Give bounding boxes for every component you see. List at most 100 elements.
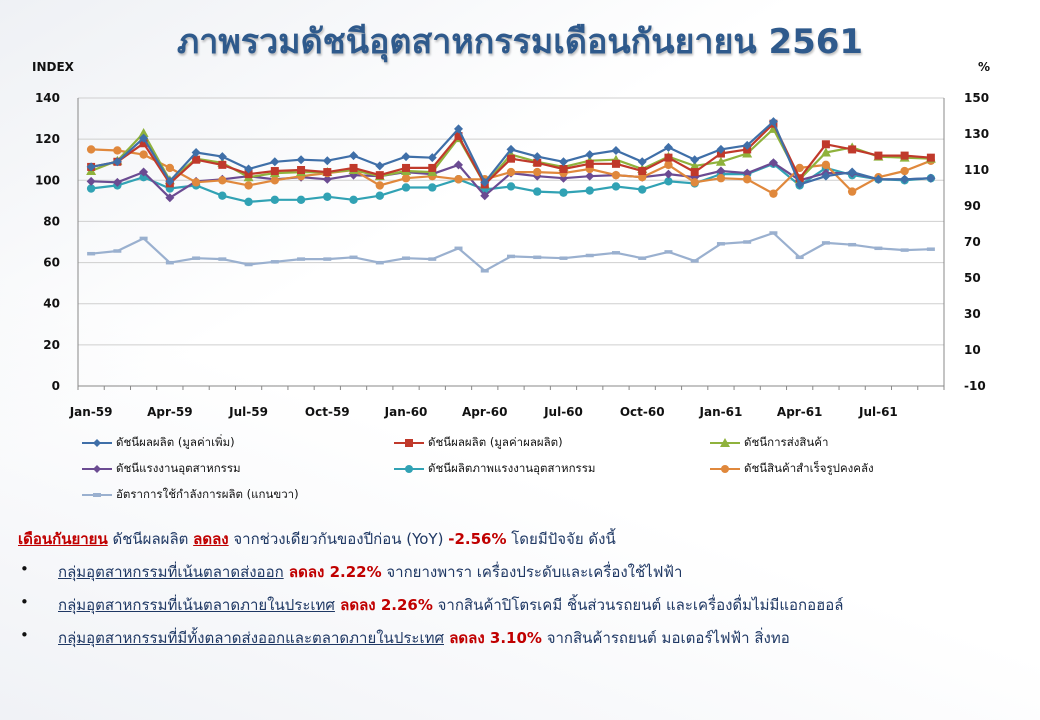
data-point-inventory_index — [742, 175, 752, 184]
x-tick-label: Jul-61 — [858, 405, 898, 419]
data-point-export_index — [138, 127, 149, 137]
data-point-mpi_production_value — [192, 155, 201, 164]
data-point-labor_index — [716, 166, 726, 176]
data-point-labor_productivity — [428, 183, 437, 192]
data-point-mpi_value_added — [900, 174, 910, 184]
data-point-inventory_index — [454, 175, 463, 184]
data-point-mpi_value_added — [690, 155, 700, 165]
data-point-labor_productivity — [585, 186, 594, 195]
data-point-mpi_value_added — [873, 174, 883, 184]
data-point-inventory_index — [664, 160, 673, 170]
data-point-export_index — [715, 156, 726, 166]
data-point-inventory_index — [506, 167, 516, 177]
data-point-export_index — [689, 160, 700, 170]
data-point-labor_index — [139, 167, 149, 177]
right-axis-tick-label: 90 — [964, 199, 981, 213]
data-point-mpi_value_added — [716, 144, 726, 154]
data-point-labor_index — [322, 174, 332, 184]
legend-swatch — [710, 464, 740, 473]
data-point-mpi_value_added — [112, 157, 122, 167]
data-point-labor_productivity — [611, 182, 621, 191]
data-point-mpi_value_added — [401, 152, 411, 162]
data-point-mpi_production_value — [848, 145, 857, 154]
right-axis-tick-label: 10 — [964, 343, 981, 357]
x-tick-label: Apr-61 — [777, 405, 822, 419]
left-axis-tick-label: 20 — [43, 338, 60, 352]
data-point-inventory_index — [795, 163, 804, 173]
summary-yoy: -2.56% — [448, 530, 507, 548]
data-point-labor_productivity — [506, 182, 516, 191]
legend-item-inventory-index: ดัชนีสินค้าสำเร็จรูปคงคลัง — [710, 460, 874, 478]
data-point-inventory_index — [401, 174, 411, 183]
right-axis-tick-label: 110 — [964, 163, 989, 177]
bullet-group: กลุ่มอุตสาหกรรมที่เน้นตลาดภายในประเทศ — [58, 596, 335, 614]
data-point-mpi_production_value — [874, 151, 883, 160]
data-point-mpi_production_value — [611, 159, 620, 168]
data-point-mpi_production_value — [244, 170, 253, 179]
x-tick-label: Jul-60 — [543, 405, 583, 419]
legend-label: ดัชนีสินค้าสำเร็จรูปคงคลัง — [744, 461, 874, 475]
data-point-mpi_value_added — [926, 173, 936, 183]
data-point-mpi_value_added — [558, 157, 568, 167]
data-point-inventory_index — [244, 181, 253, 190]
data-point-mpi_production_value — [900, 151, 909, 160]
summary-text-3: โดยมีปัจจัย ดังนี้ — [506, 530, 616, 548]
summary-text-1: ดัชนีผลผลิต — [107, 530, 194, 548]
bullet-group: กลุ่มอุตสาหกรรมที่เน้นตลาดส่งออก — [58, 563, 284, 581]
data-point-labor_index — [768, 158, 778, 168]
bullet-detail: จากสินค้ารถยนต์ มอเตอร์ไฟฟ้า สิ่งทอ — [541, 629, 790, 647]
data-point-labor_productivity — [218, 191, 227, 200]
data-point-mpi_production_value — [402, 163, 411, 172]
data-point-labor_productivity — [533, 187, 542, 196]
data-point-mpi_production_value — [375, 171, 384, 180]
bullet-dot: • — [20, 593, 29, 611]
line-chart: 0 20 40 60 80 100 120 140 -10 10 30 50 70 90 110 130 150… — [35, 91, 989, 419]
data-point-inventory_index — [638, 173, 647, 182]
left-axis-tick-label: 0 — [52, 379, 60, 393]
data-point-labor_index — [454, 160, 464, 170]
data-point-labor_index — [349, 170, 359, 180]
data-point-mpi_production_value — [926, 153, 935, 162]
left-axis-tick-label: 40 — [43, 297, 60, 311]
data-point-mpi_production_value — [664, 153, 673, 162]
right-axis-unit: % — [978, 60, 991, 74]
bullet-change: ลดลง 2.26% — [334, 596, 433, 614]
x-tick-label: Jul-59 — [228, 405, 268, 419]
data-point-mpi_value_added — [768, 117, 778, 127]
legend-item-labor-productivity: ดัชนีผลิตภาพแรงงานอุตสาหกรรม — [394, 460, 595, 478]
data-point-mpi_value_added — [611, 145, 621, 155]
data-point-labor_index — [112, 177, 122, 187]
data-point-inventory_index — [716, 174, 726, 183]
series-line-capacity_utilization — [90, 231, 931, 272]
bullet-mixed: • กลุ่มอุตสาหกรรมที่มีทั้งตลาดส่งออกและตล… — [18, 626, 1038, 650]
data-point-mpi_production_value — [139, 139, 148, 148]
data-point-inventory_index — [191, 178, 201, 187]
data-point-mpi_value_added — [165, 176, 175, 186]
data-point-mpi_value_added — [532, 152, 542, 162]
data-point-mpi_value_added — [454, 124, 464, 134]
data-point-inventory_index — [900, 166, 909, 176]
data-point-mpi_production_value — [638, 167, 647, 176]
summary-text-2: จากช่วงเดียวกันของปีก่อน (YoY) — [228, 530, 449, 548]
legend-label: ดัชนีผลิตภาพแรงงานอุตสาหกรรม — [428, 461, 596, 475]
data-point-mpi_production_value — [507, 154, 515, 163]
data-point-inventory_index — [690, 178, 699, 187]
left-axis-tick-label: 100 — [35, 173, 60, 187]
data-point-mpi_production_value — [349, 163, 358, 172]
bullet-group: กลุ่มอุตสาหกรรมที่มีทั้งตลาดส่งออกและตลา… — [58, 629, 444, 647]
data-point-inventory_index — [821, 160, 831, 170]
data-point-mpi_value_added — [139, 133, 149, 143]
data-point-mpi_value_added — [585, 150, 595, 160]
data-point-labor_index — [663, 169, 673, 179]
left-axis-tick-label: 120 — [35, 132, 60, 146]
x-tick-label: Jan-59 — [69, 405, 113, 419]
right-axis-tick-label: 30 — [964, 307, 981, 321]
data-point-labor_index — [165, 193, 175, 203]
data-point-labor_productivity — [296, 195, 306, 205]
bullet-dot: • — [20, 560, 29, 578]
data-point-mpi_value_added — [742, 140, 752, 150]
data-point-mpi_value_added — [270, 157, 280, 167]
data-point-labor_productivity — [375, 191, 384, 200]
data-point-mpi_value_added — [191, 148, 201, 158]
data-point-mpi_value_added — [375, 161, 385, 171]
